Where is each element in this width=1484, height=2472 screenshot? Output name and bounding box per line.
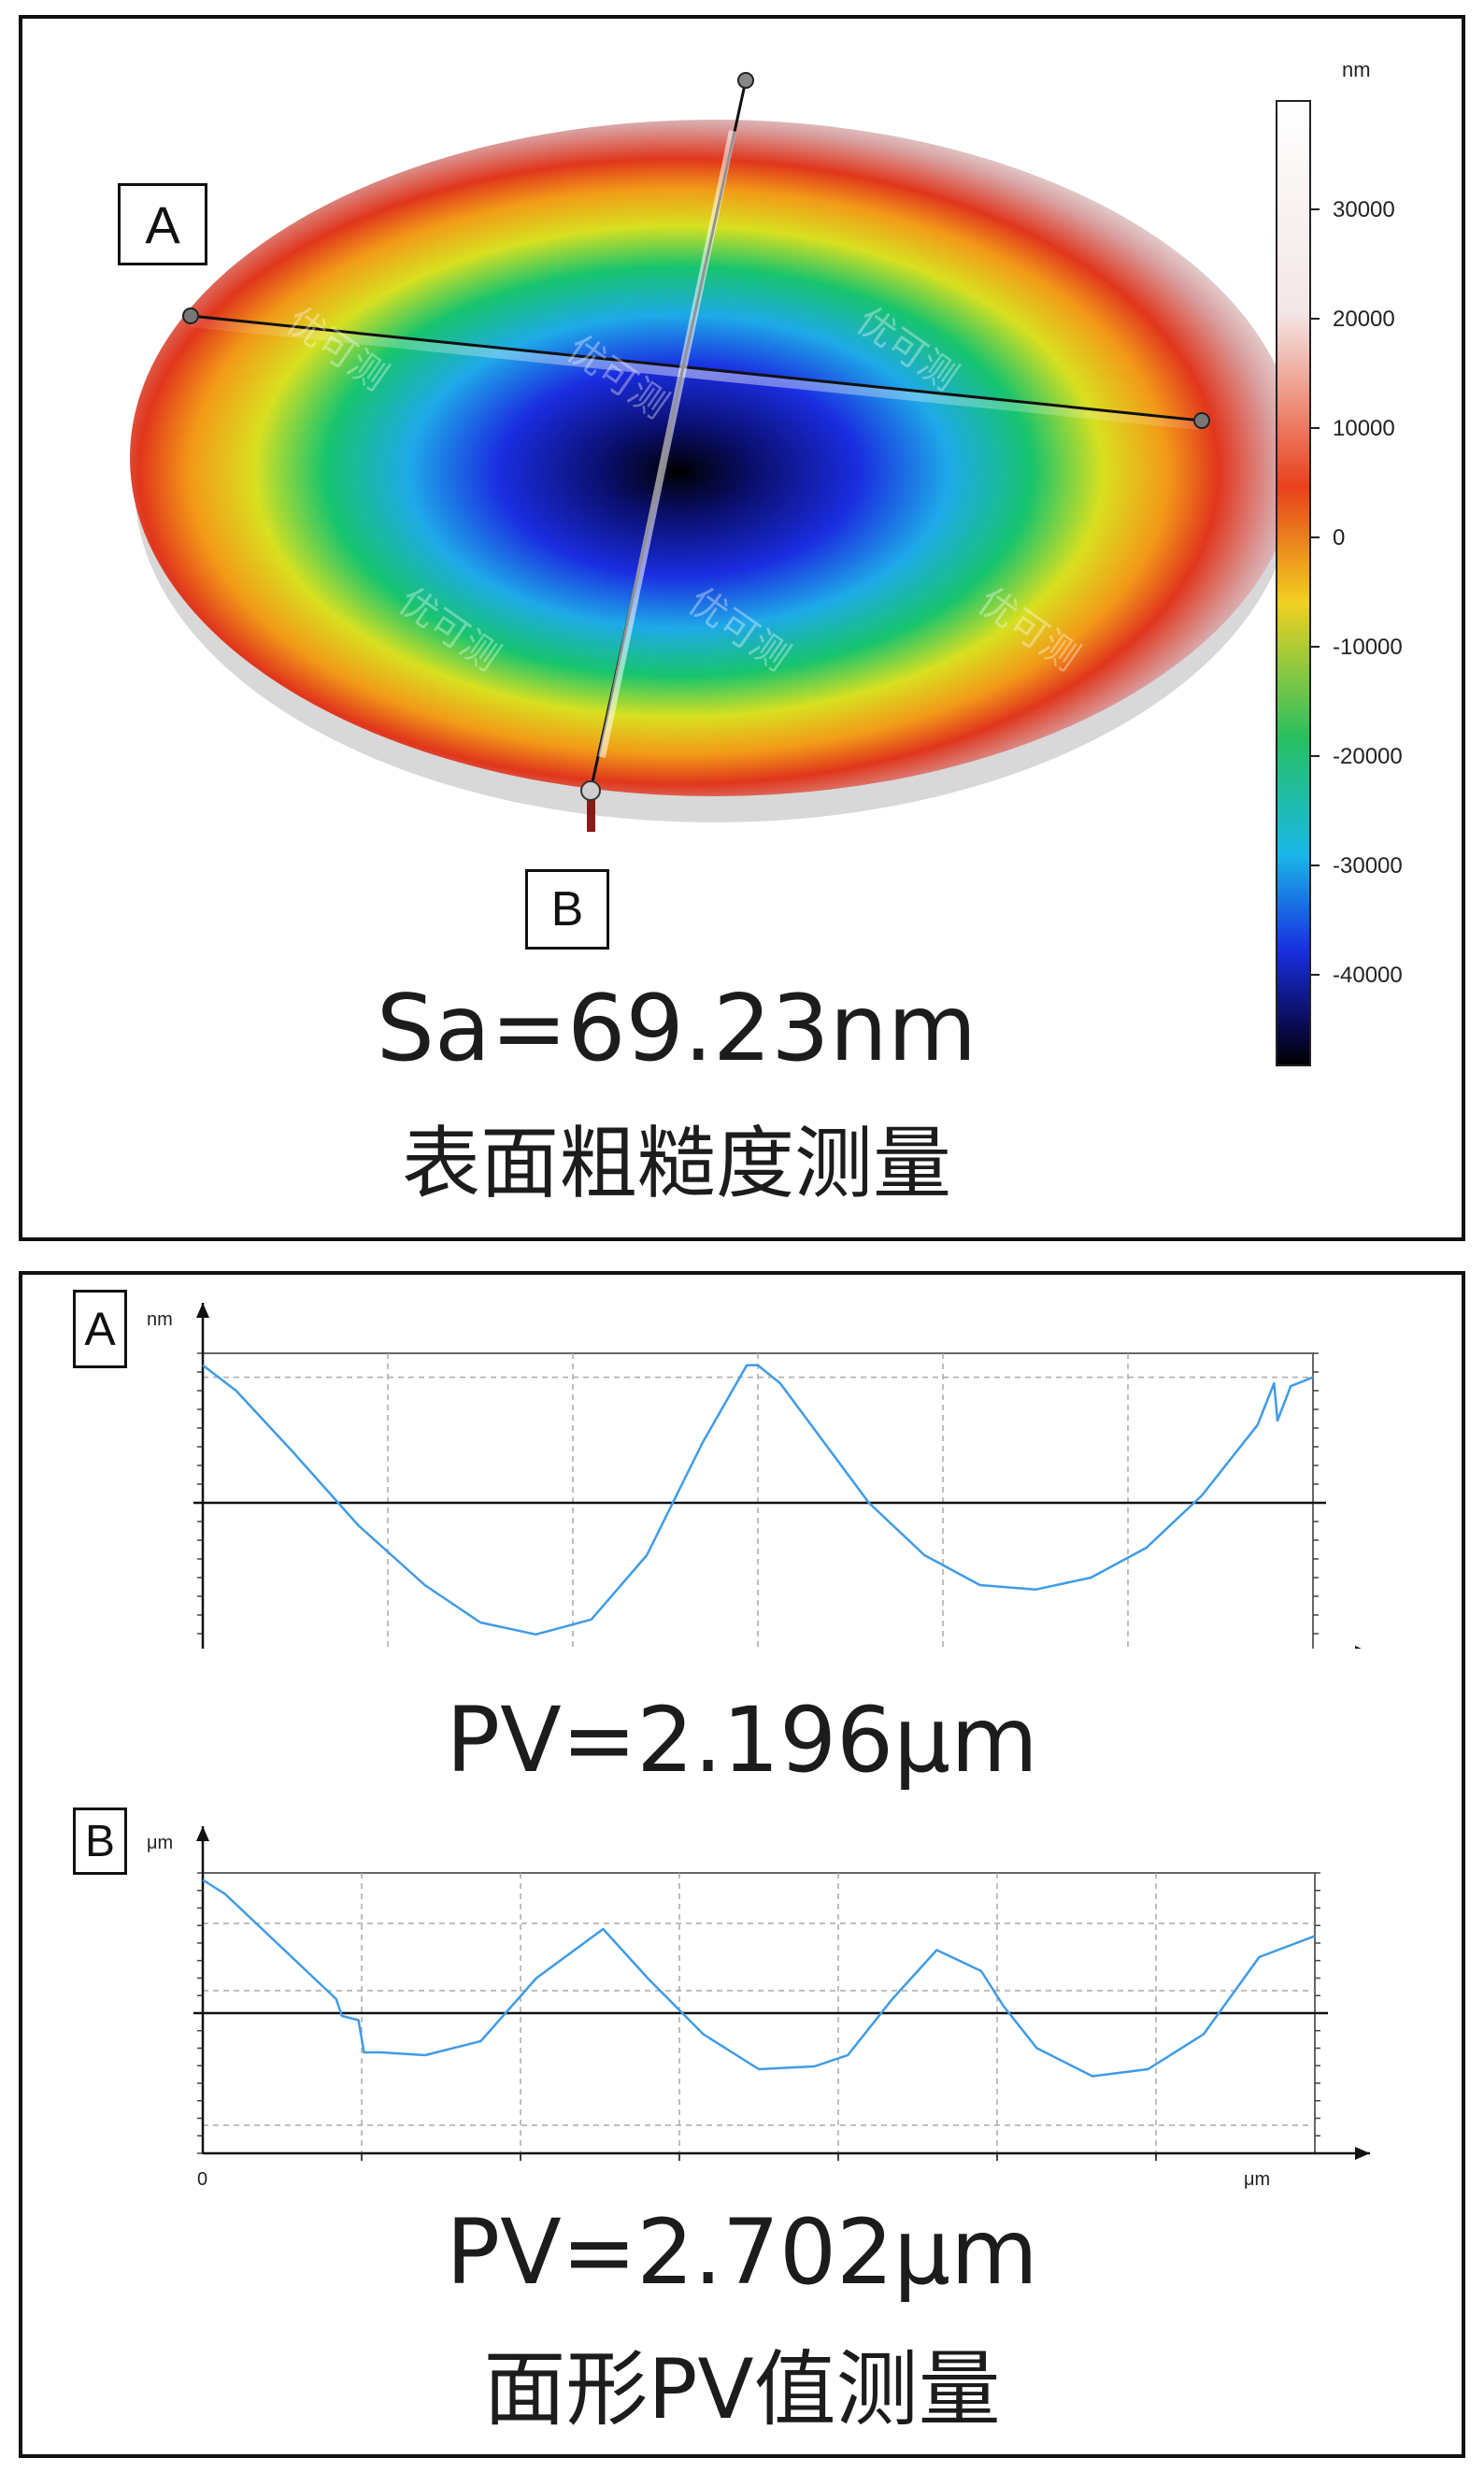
profile-series-line xyxy=(202,1364,1314,1636)
colorbar-tick-label: 10000 xyxy=(1333,416,1395,441)
colorbar-tick-label: 20000 xyxy=(1333,307,1395,332)
colorbar-tick-label: 0 xyxy=(1333,525,1345,550)
section-a-label: A xyxy=(118,183,207,265)
pv-caption-a: PV=2.196μm xyxy=(446,1688,1038,1793)
section-a-end-marker xyxy=(1193,412,1210,429)
colorbar xyxy=(1276,100,1311,1066)
colorbar-tick-label: 30000 xyxy=(1333,197,1395,222)
profile-chart-b: μm 0 μm xyxy=(147,1826,1370,2190)
colorbar-unit: nm xyxy=(1342,58,1371,81)
profile-a-label: A xyxy=(73,1290,127,1368)
x-origin-label: 0 xyxy=(197,2169,207,2190)
x-axis-arrow xyxy=(1355,1646,1362,1649)
section-b-start-marker xyxy=(737,72,754,89)
roughness-title: 表面粗糙度测量 xyxy=(401,1118,951,1209)
section-a-slice xyxy=(191,316,1198,430)
profile-b-label: B xyxy=(73,1808,127,1875)
section-b-highlight xyxy=(598,130,736,758)
colorbar-tick-label: -40000 xyxy=(1333,963,1403,988)
x-axis-arrow xyxy=(1355,2147,1370,2160)
y-axis-arrow xyxy=(196,1826,209,1841)
surface-map-panel: 优可测 优可测 优可测 优可测 优可测 优可测 nm 30000 20000 100… xyxy=(19,15,1465,1241)
section-line-a xyxy=(190,314,1203,422)
y-axis-unit: μm xyxy=(147,1833,173,1853)
pv-caption-b: PV=2.702μm xyxy=(446,2200,1038,2305)
height-map-surface xyxy=(130,120,1298,796)
profile-panel: A nm0μm PV=2.196μm B μm 0 μm PV=2.702μm 面形… xyxy=(19,1271,1465,2458)
x-axis-unit: μm xyxy=(1244,2169,1270,2190)
colorbar-tick-label: -10000 xyxy=(1333,635,1403,660)
surface-map-figure: 优可测 优可测 优可测 优可测 优可测 优可测 nm 3000020000100… xyxy=(130,58,1403,1066)
y-axis-unit: nm xyxy=(147,1309,173,1330)
section-b-end-marker xyxy=(580,780,601,801)
profile-series-line xyxy=(202,1879,1316,2078)
section-a-start-marker xyxy=(182,307,199,324)
section-b-end-post xyxy=(587,791,595,832)
profile-chart-a: nm0μm xyxy=(147,1303,1362,1649)
colorbar-tick-label: -20000 xyxy=(1333,744,1403,769)
sa-value-caption: Sa=69.23nm xyxy=(376,976,977,1082)
colorbar-ticks: 30000 20000 10000 0 -10000 -20000 -30000 -40000 xyxy=(1310,197,1403,988)
section-b-label: B xyxy=(525,869,609,950)
y-axis-arrow xyxy=(196,1303,209,1318)
colorbar-tick-label: -30000 xyxy=(1333,853,1403,879)
pv-measurement-title: 面形PV值测量 xyxy=(483,2341,1001,2437)
